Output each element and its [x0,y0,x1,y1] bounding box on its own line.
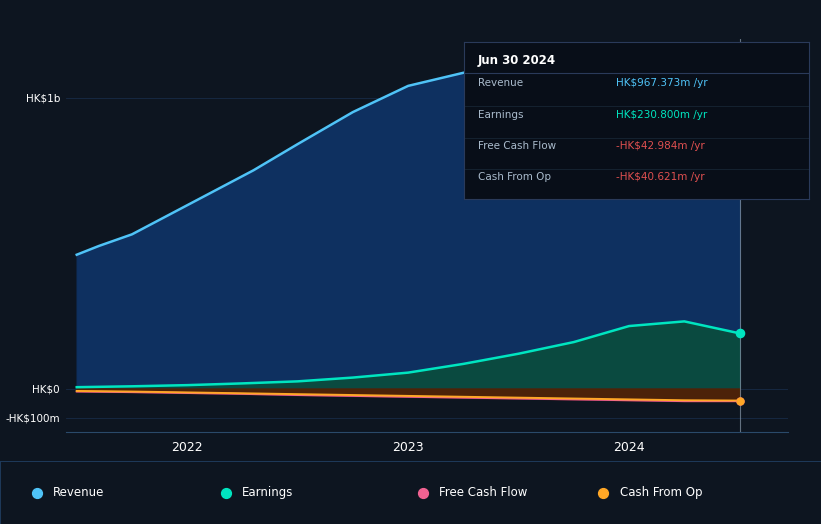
Text: HK$967.373m /yr: HK$967.373m /yr [616,78,707,88]
Text: Cash From Op: Cash From Op [620,486,702,499]
Text: Earnings: Earnings [478,110,523,119]
Point [733,329,746,337]
Text: Revenue: Revenue [53,486,105,499]
Text: Free Cash Flow: Free Cash Flow [439,486,528,499]
Text: Jun 30 2024: Jun 30 2024 [478,54,556,68]
Point [733,103,746,111]
Point [733,397,746,406]
Text: -HK$40.621m /yr: -HK$40.621m /yr [616,172,704,182]
Point [733,396,746,405]
Text: Past: Past [763,51,786,61]
Point [740,203,753,211]
Text: Free Cash Flow: Free Cash Flow [478,141,556,151]
Text: Revenue: Revenue [478,78,523,88]
Text: Cash From Op: Cash From Op [478,172,551,182]
Text: Earnings: Earnings [242,486,294,499]
Text: -HK$42.984m /yr: -HK$42.984m /yr [616,141,704,151]
Text: HK$230.800m /yr: HK$230.800m /yr [616,110,707,119]
